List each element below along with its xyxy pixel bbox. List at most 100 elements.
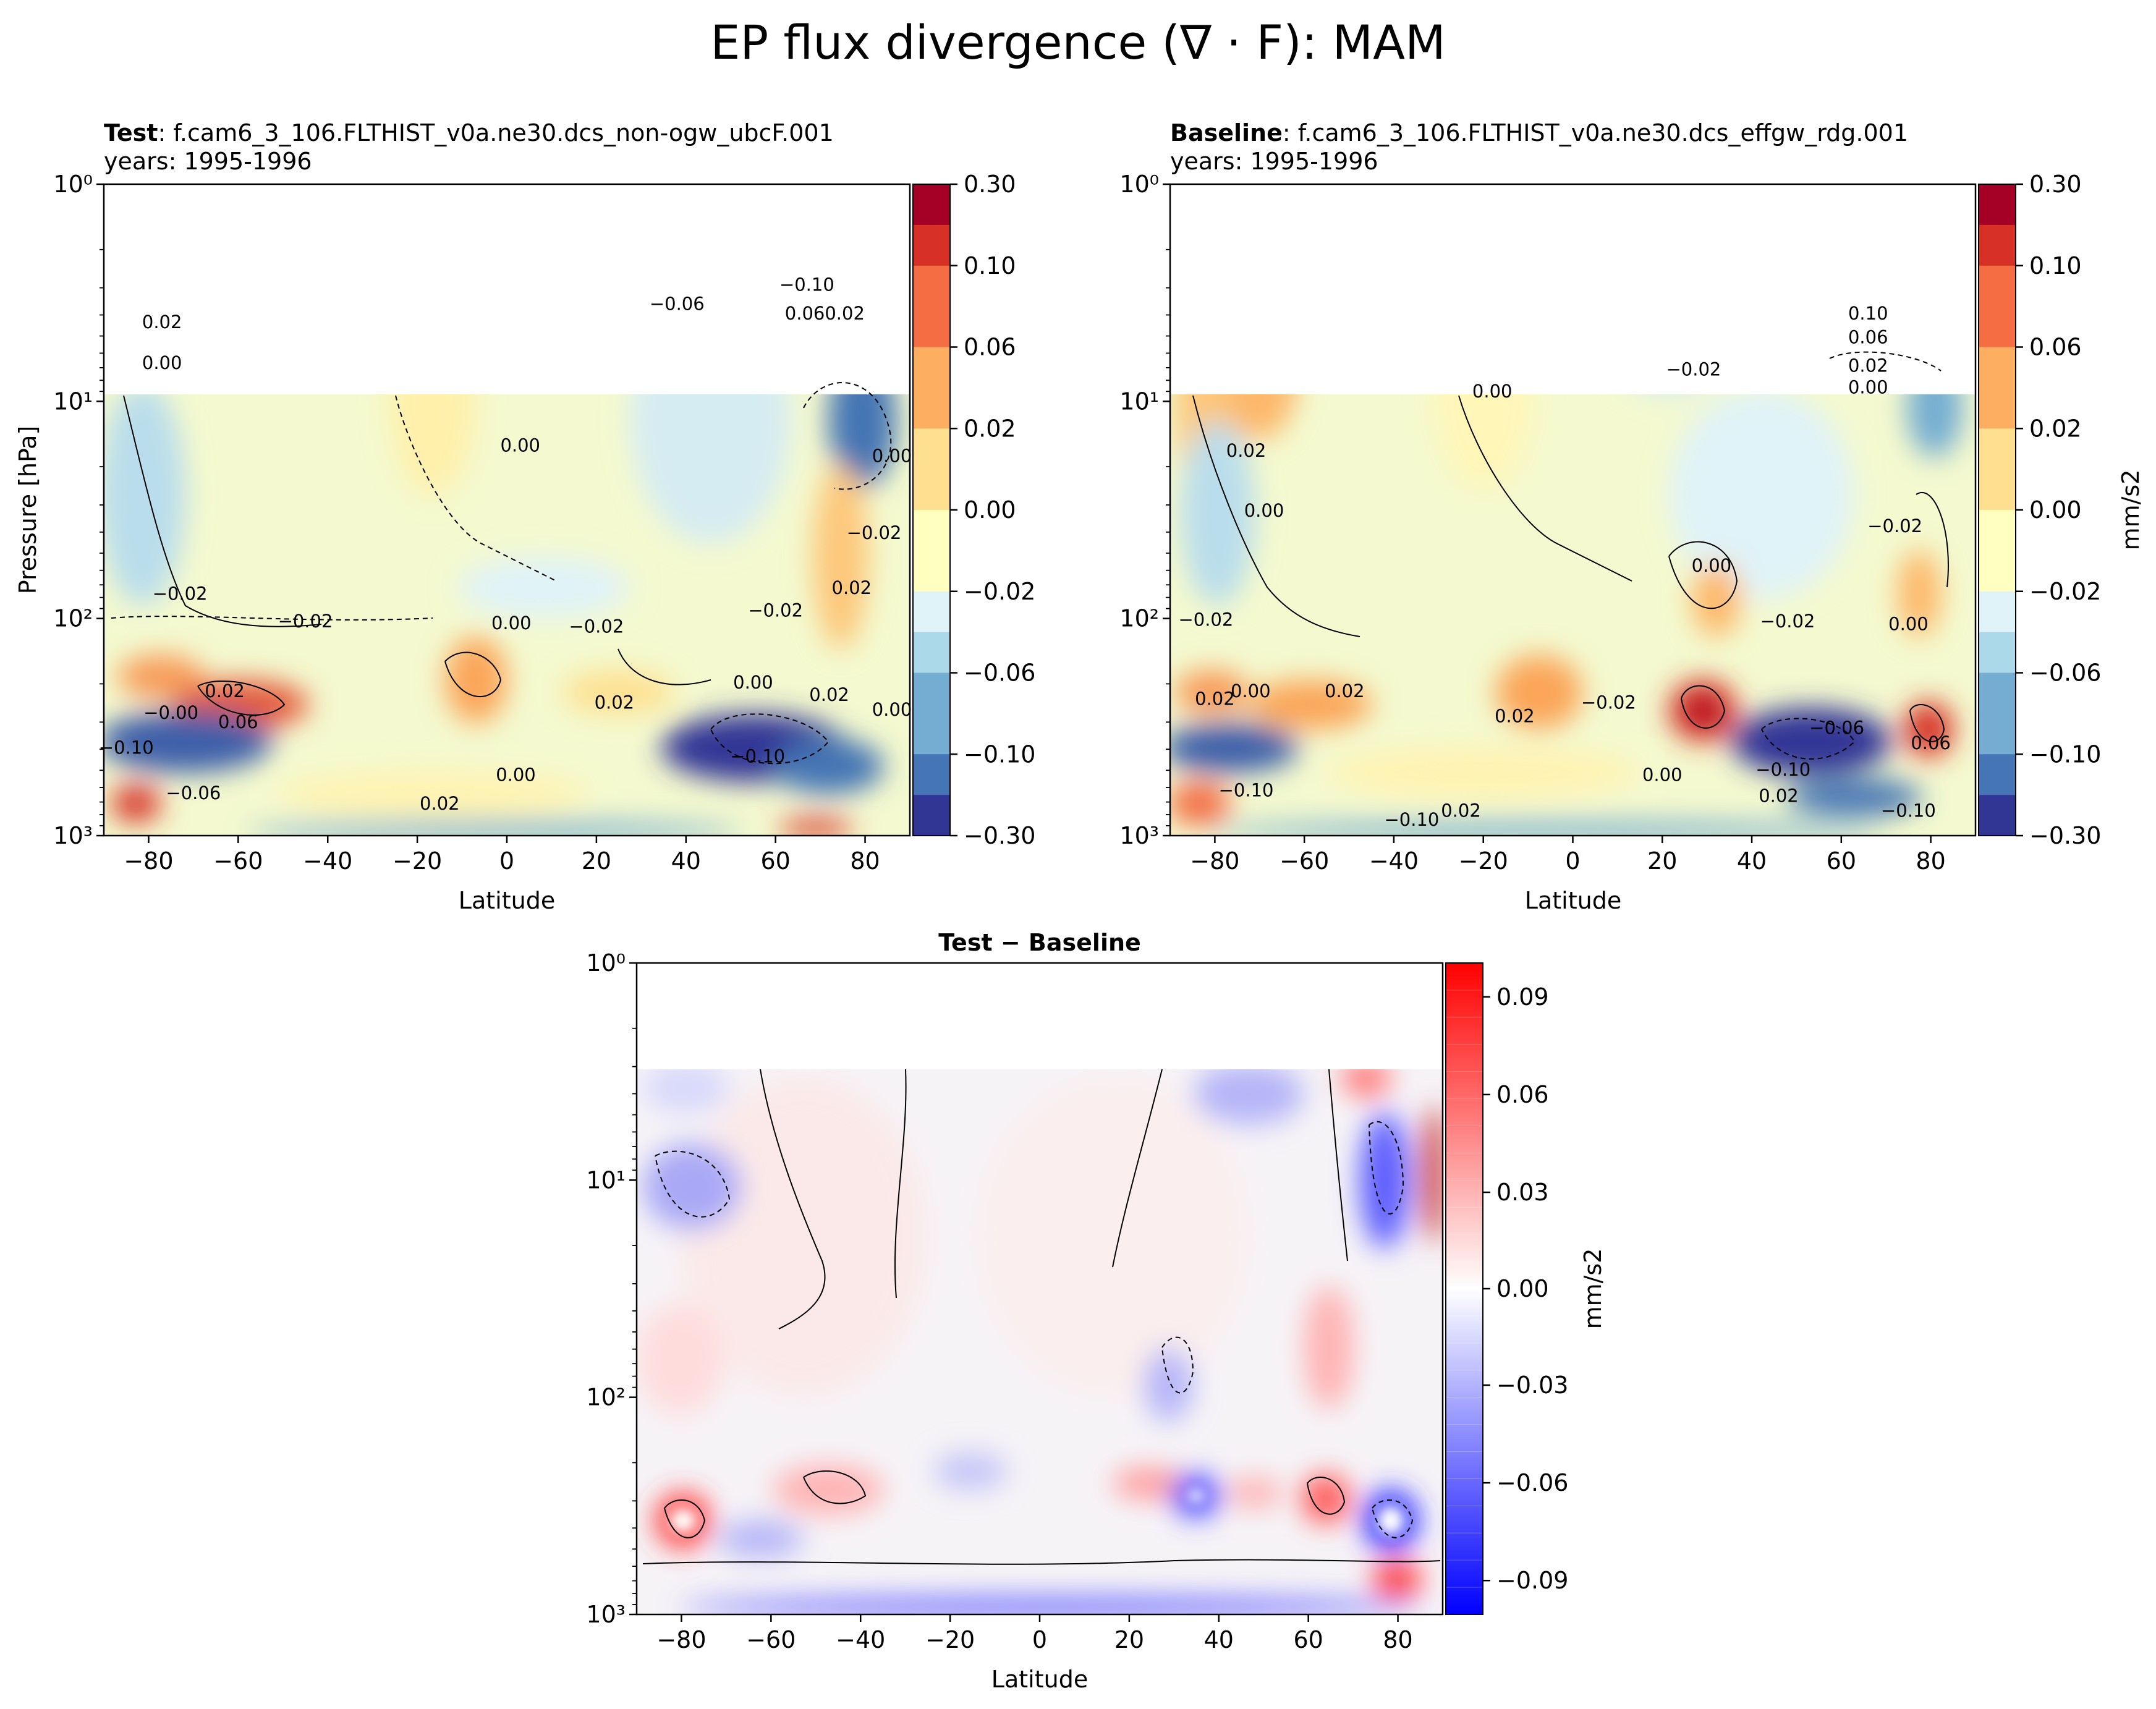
contour-label: 0.00	[1244, 500, 1284, 521]
colorbar-tick-label: 0.06	[964, 334, 1016, 361]
ytick-label: 10²	[53, 605, 93, 632]
xtick-label: −40	[836, 1626, 885, 1653]
panel-baseline-xlabel: Latitude	[1525, 887, 1621, 914]
contour-label: 0.02	[1495, 705, 1535, 726]
colorbar-band	[1979, 632, 2016, 674]
contour-label: 0.00	[733, 672, 773, 693]
xtick-label: 20	[1647, 847, 1677, 875]
contour-label: 0.02	[595, 692, 635, 713]
panel-baseline-field	[1170, 290, 1976, 836]
colorbar-tick-label: 0.00	[2029, 496, 2082, 524]
colorbar-band	[913, 550, 950, 592]
contour-label: −0.00	[143, 702, 198, 723]
figure-title: EP flux divergence (∇ · F): MAM	[710, 15, 1445, 70]
panel-diff-colorbar: 0.09 0.06 0.03 0.00 −0.03 −0.06 −0.09	[1445, 962, 1568, 1615]
colorbar-band	[1979, 713, 2016, 755]
xtick-label: 40	[671, 847, 701, 875]
xtick-label: 0	[499, 847, 514, 875]
contour-label: 0.00	[1888, 613, 1929, 634]
xtick-label: −80	[124, 847, 173, 875]
contour-label: −0.10	[99, 737, 154, 758]
contour-label: 0.06	[1911, 732, 1951, 753]
colorbar-tick-label: 0.00	[964, 496, 1016, 524]
contour-label: 0.10	[1848, 303, 1888, 324]
panel-diff-yticks: 10⁰ 10¹ 10² 10³	[586, 949, 637, 1628]
colorbar-tick-label: −0.06	[1496, 1469, 1568, 1496]
colorbar-band	[1979, 388, 2016, 430]
xtick-label: −20	[1459, 847, 1508, 875]
contour-label: 0.02	[1195, 688, 1235, 709]
contour-label: 0.02	[1441, 800, 1481, 821]
ytick-label: 10³	[53, 822, 93, 849]
contour-label: 0.00	[142, 352, 182, 373]
colorbar-tick-label: 0.10	[2029, 252, 2082, 279]
contour-label: −0.02	[153, 583, 208, 604]
contour-label: −0.06	[650, 294, 705, 315]
colorbar-band	[913, 265, 950, 307]
colorbar-band	[913, 224, 950, 266]
colorbar-band	[913, 428, 950, 470]
panel-diff-title: Test − Baseline	[938, 929, 1141, 956]
panel-baseline-colorbar: 0.30 0.10 0.06 0.02 0.00 −0.02 −0.06 −0.10 −0.30	[1978, 171, 2101, 849]
ytick-label: 10³	[586, 1601, 626, 1628]
contour-label: −0.06	[1809, 717, 1864, 738]
contour-label: 0.00	[1472, 381, 1513, 402]
panel-test-title-bold: Test	[104, 119, 158, 146]
colorbar-band	[913, 388, 950, 430]
xtick-label: −80	[656, 1626, 706, 1653]
xtick-label: −60	[213, 847, 263, 875]
contour-label: 0.00	[872, 699, 912, 720]
panel-test-xticks: −80 −60 −40 −20 0 20 40 60 80	[124, 836, 880, 875]
colorbar-band	[1979, 550, 2016, 592]
contour-label: −0.02	[1760, 611, 1815, 632]
colorbar-band	[913, 591, 950, 633]
contour-label: 0.00	[1642, 765, 1683, 786]
panel-baseline-contour-labels: 0.100.060.020.00−0.020.000.020.00−0.020.…	[1178, 303, 1950, 830]
panel-test-subtitle: years: 1995-1996	[104, 148, 312, 175]
colorbar-band	[913, 306, 950, 348]
colorbar-band	[913, 632, 950, 674]
xtick-label: 80	[1916, 847, 1945, 875]
panel-baseline-yticks: 10⁰ 10¹ 10² 10³	[1119, 171, 1170, 849]
colorbar-band	[913, 469, 950, 511]
contour-label: 0.00	[500, 435, 540, 456]
colorbar-band	[1979, 184, 2016, 226]
panel-test: Test: f.cam6_3_106.FLTHIST_v0a.ne30.dcs_…	[14, 119, 1035, 914]
colorbar-frame	[1445, 962, 1483, 1615]
colorbar-band	[913, 510, 950, 551]
contour-label: −0.02	[278, 611, 333, 632]
contour-label: 0.02	[142, 312, 182, 333]
panel-baseline-title: Baseline: f.cam6_3_106.FLTHIST_v0a.ne30.…	[1170, 119, 1908, 146]
panel-diff-colorbar-label: mm/s2	[1579, 1249, 1606, 1329]
xtick-label: 20	[582, 847, 611, 875]
contour-label: −0.10	[779, 274, 834, 295]
colorbar-frame	[1978, 184, 2016, 836]
colorbar-tick-label: −0.10	[2029, 740, 2101, 768]
colorbar-tick-label: 0.10	[964, 252, 1016, 279]
colorbar-band	[913, 184, 950, 226]
colorbar-band	[1979, 347, 2016, 389]
ytick-label: 10¹	[53, 388, 93, 415]
contour-label: 0.00	[1848, 377, 1888, 398]
contour-label: 0.00	[1692, 555, 1732, 576]
xtick-label: −80	[1190, 847, 1239, 875]
contour-label: −0.02	[1666, 358, 1721, 380]
colorbar-tick-label: −0.30	[2029, 822, 2101, 849]
panel-test-xlabel: Latitude	[459, 887, 555, 914]
contour-label: 0.06	[1848, 326, 1888, 347]
contour-label: 0.06	[218, 711, 258, 732]
contour-label: −0.02	[1178, 609, 1233, 630]
contour-label: −0.02	[1581, 692, 1636, 713]
contour-label: −0.02	[847, 522, 902, 543]
colorbar-band	[913, 713, 950, 755]
colorbar-band	[913, 347, 950, 389]
panel-test-title: Test: f.cam6_3_106.FLTHIST_v0a.ne30.dcs_…	[104, 119, 834, 146]
xtick-label: −20	[925, 1626, 975, 1653]
contour-label: −0.10	[1881, 800, 1936, 821]
ytick-label: 10¹	[1119, 388, 1159, 415]
xtick-label: −20	[393, 847, 442, 875]
contour-label: 0.02	[420, 793, 460, 814]
contour-label: −0.10	[730, 746, 785, 767]
panel-test-colorbar: 0.30 0.10 0.06 0.02 0.00 −0.02 −0.06 −0.10 −0.30	[912, 171, 1035, 849]
xtick-label: −40	[1369, 847, 1419, 875]
